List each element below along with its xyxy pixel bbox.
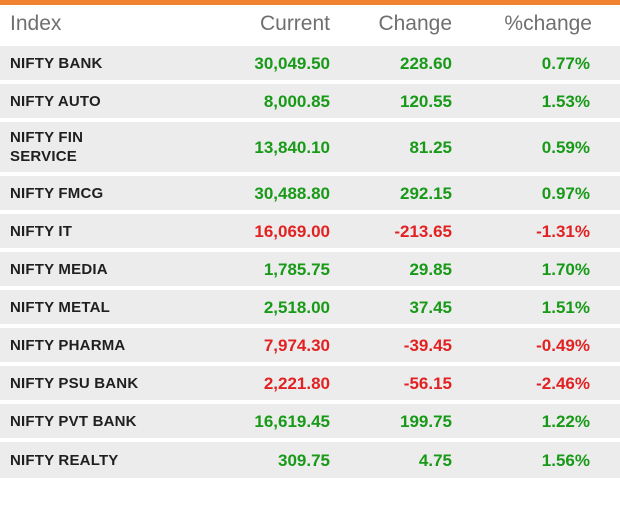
change-value: 4.75 — [330, 438, 452, 478]
current-value: 13,840.10 — [140, 118, 330, 174]
pct-change-value: 1.70% — [452, 248, 620, 288]
change-value: 81.25 — [330, 118, 452, 174]
pct-change-value: 0.97% — [452, 172, 620, 212]
index-name: NIFTY REALTY — [0, 438, 140, 478]
col-header-change: Change — [330, 5, 452, 45]
change-value: 228.60 — [330, 42, 452, 82]
table-row[interactable]: NIFTY MEDIA 1,785.75 29.85 1.70% — [0, 248, 620, 288]
current-value: 1,785.75 — [140, 248, 330, 288]
change-value: -56.15 — [330, 362, 452, 402]
current-value: 7,974.30 — [140, 324, 330, 364]
change-value: -39.45 — [330, 324, 452, 364]
accent-top-bar — [0, 0, 620, 5]
current-value: 16,619.45 — [140, 400, 330, 440]
pct-change-value: 0.77% — [452, 42, 620, 82]
indices-table-body: NIFTY BANK 30,049.50 228.60 0.77% NIFTY … — [0, 42, 620, 478]
table-row[interactable]: NIFTY BANK 30,049.50 228.60 0.77% — [0, 42, 620, 82]
change-value: 292.15 — [330, 172, 452, 212]
col-header-current: Current — [140, 5, 330, 45]
pct-change-value: -2.46% — [452, 362, 620, 402]
change-value: -213.65 — [330, 210, 452, 250]
table-row[interactable]: NIFTY AUTO 8,000.85 120.55 1.53% — [0, 80, 620, 120]
current-value: 30,488.80 — [140, 172, 330, 212]
index-name: NIFTY PVT BANK — [0, 400, 140, 440]
index-name: NIFTY FMCG — [0, 172, 140, 212]
table-row[interactable]: NIFTY FMCG 30,488.80 292.15 0.97% — [0, 172, 620, 212]
change-value: 199.75 — [330, 400, 452, 440]
col-header-index: Index — [0, 5, 140, 45]
index-name: NIFTY METAL — [0, 286, 140, 326]
table-row[interactable]: NIFTY PVT BANK 16,619.45 199.75 1.22% — [0, 400, 620, 440]
indices-table: Index Current Change %change NIFTY BANK … — [0, 5, 620, 478]
current-value: 2,221.80 — [140, 362, 330, 402]
table-row[interactable]: NIFTY REALTY 309.75 4.75 1.56% — [0, 438, 620, 478]
table-row[interactable]: NIFTY PHARMA 7,974.30 -39.45 -0.49% — [0, 324, 620, 364]
index-name: NIFTY BANK — [0, 42, 140, 82]
current-value: 2,518.00 — [140, 286, 330, 326]
table-row[interactable]: NIFTY FIN SERVICE 13,840.10 81.25 0.59% — [0, 118, 620, 174]
table-row[interactable]: NIFTY METAL 2,518.00 37.45 1.51% — [0, 286, 620, 326]
index-name: NIFTY FIN SERVICE — [0, 118, 140, 174]
pct-change-value: -1.31% — [452, 210, 620, 250]
index-name: NIFTY MEDIA — [0, 248, 140, 288]
pct-change-value: 0.59% — [452, 118, 620, 174]
col-header-pct-change: %change — [452, 5, 620, 45]
current-value: 30,049.50 — [140, 42, 330, 82]
pct-change-value: -0.49% — [452, 324, 620, 364]
pct-change-value: 1.51% — [452, 286, 620, 326]
change-value: 37.45 — [330, 286, 452, 326]
pct-change-value: 1.22% — [452, 400, 620, 440]
current-value: 8,000.85 — [140, 80, 330, 120]
index-name: NIFTY PSU BANK — [0, 362, 140, 402]
index-name: NIFTY AUTO — [0, 80, 140, 120]
pct-change-value: 1.53% — [452, 80, 620, 120]
current-value: 309.75 — [140, 438, 330, 478]
change-value: 29.85 — [330, 248, 452, 288]
current-value: 16,069.00 — [140, 210, 330, 250]
index-name: NIFTY IT — [0, 210, 140, 250]
header-row: Index Current Change %change — [0, 5, 620, 45]
table-row[interactable]: NIFTY PSU BANK 2,221.80 -56.15 -2.46% — [0, 362, 620, 402]
table-row[interactable]: NIFTY IT 16,069.00 -213.65 -1.31% — [0, 210, 620, 250]
change-value: 120.55 — [330, 80, 452, 120]
pct-change-value: 1.56% — [452, 438, 620, 478]
index-name: NIFTY PHARMA — [0, 324, 140, 364]
